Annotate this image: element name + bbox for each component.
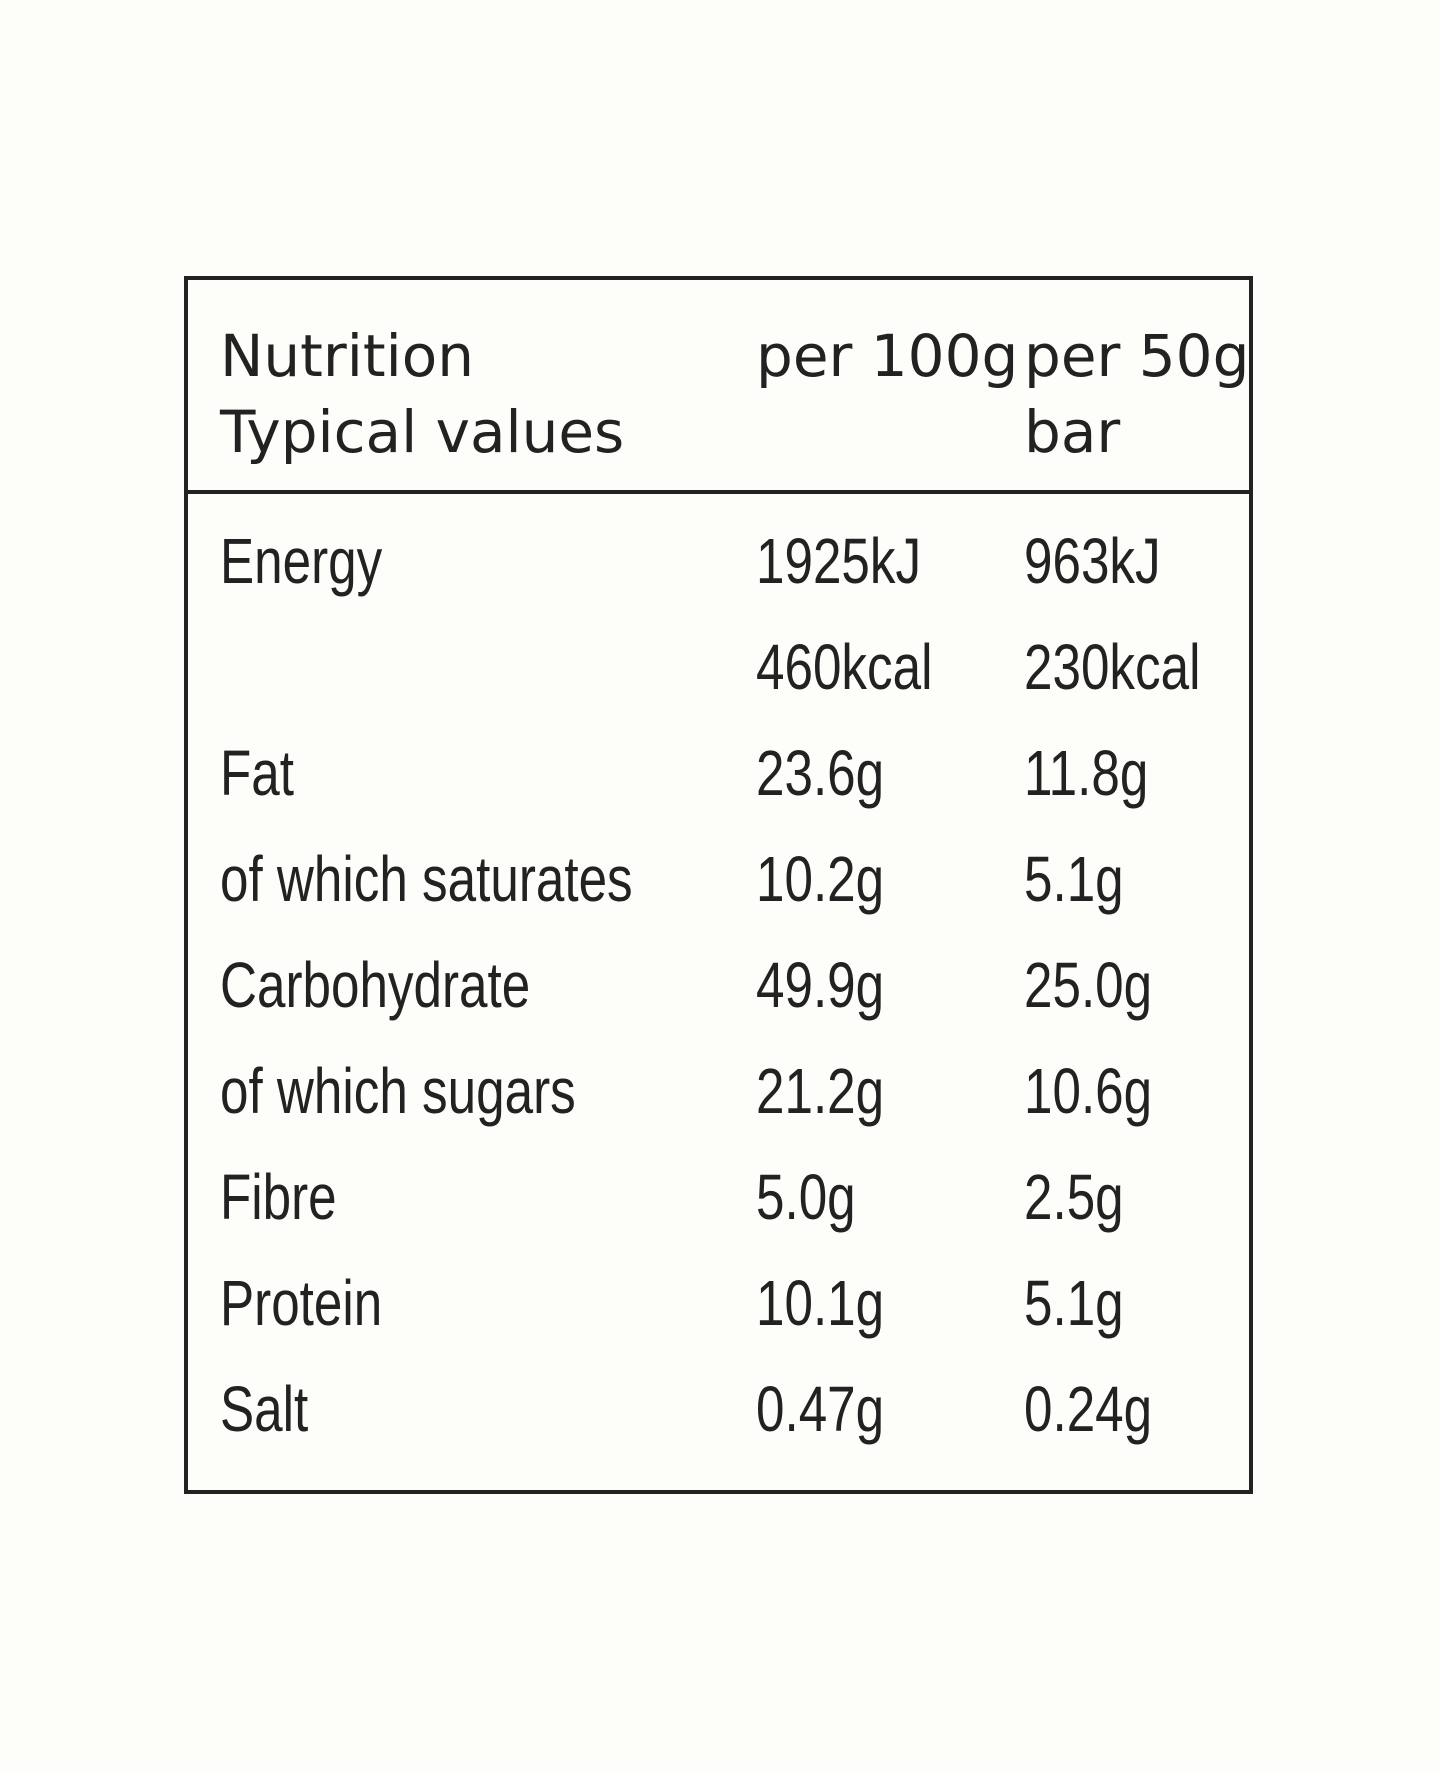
table-row: Salt 0.47g 0.24g [188, 1356, 1249, 1462]
row-label: Fat [220, 737, 294, 809]
row-value-per-50g: 230kcal [1024, 631, 1201, 703]
row-value-per-50g: 963kJ [1024, 525, 1161, 597]
table-row: of which sugars 21.2g 10.6g [188, 1038, 1249, 1144]
table-header: Nutrition Typical values per 100g per 50g… [188, 280, 1249, 494]
header-col2-line1: per 50g [1024, 322, 1250, 390]
row-label: of which saturates [220, 843, 633, 915]
row-value-per-100g: 460kcal [756, 631, 933, 703]
table-row: Energy 1925kJ 963kJ [188, 508, 1249, 614]
row-value-per-100g: 49.9g [756, 949, 885, 1021]
row-value-per-100g: 5.0g [756, 1161, 856, 1233]
table-row: of which saturates 10.2g 5.1g [188, 826, 1249, 932]
row-label: Carbohydrate [220, 949, 531, 1021]
header-per-100g: per 100g [756, 322, 1019, 390]
nutrition-table: Nutrition Typical values per 100g per 50g… [184, 276, 1253, 1494]
row-value-per-100g: 10.2g [756, 843, 885, 915]
row-value-per-100g: 10.1g [756, 1267, 885, 1339]
row-label: of which sugars [220, 1055, 576, 1127]
row-value-per-50g: 25.0g [1024, 949, 1153, 1021]
table-row: Fibre 5.0g 2.5g [188, 1144, 1249, 1250]
header-col2-line2: bar [1024, 398, 1121, 466]
row-value-per-50g: 0.24g [1024, 1373, 1153, 1445]
row-value-per-100g: 23.6g [756, 737, 885, 809]
table-row: 460kcal 230kcal [188, 614, 1249, 720]
row-label: Protein [220, 1267, 383, 1339]
table-row: Fat 23.6g 11.8g [188, 720, 1249, 826]
row-value-per-50g: 11.8g [1024, 737, 1149, 809]
header-label-line1: Nutrition [220, 322, 474, 390]
row-label: Fibre [220, 1161, 337, 1233]
header-label: Nutrition Typical values [220, 318, 740, 470]
table-row: Carbohydrate 49.9g 25.0g [188, 932, 1249, 1038]
row-value-per-100g: 21.2g [756, 1055, 885, 1127]
row-value-per-50g: 10.6g [1024, 1055, 1153, 1127]
row-label: Energy [220, 525, 383, 597]
header-label-line2: Typical values [220, 398, 625, 466]
header-per-50g: per 50g bar [1024, 318, 1254, 470]
row-value-per-50g: 5.1g [1024, 843, 1124, 915]
row-value-per-100g: 0.47g [756, 1373, 885, 1445]
row-label: Salt [220, 1373, 309, 1445]
row-value-per-50g: 2.5g [1024, 1161, 1124, 1233]
row-value-per-50g: 5.1g [1024, 1267, 1124, 1339]
row-value-per-100g: 1925kJ [756, 525, 922, 597]
table-row: Protein 10.1g 5.1g [188, 1250, 1249, 1356]
